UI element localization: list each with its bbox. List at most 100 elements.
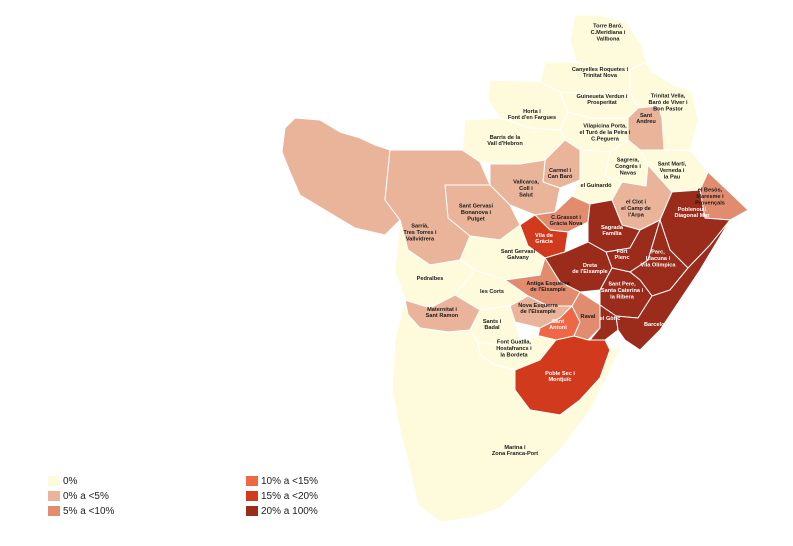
district-label-line: Llacuna i: [646, 256, 671, 262]
district-label-line: Navas: [620, 170, 636, 176]
district-label-sant-gervasi-bonanova: Sant Gervasi Bonanova i Putget: [459, 204, 494, 223]
district-label-line: de l'Eixample: [520, 309, 556, 315]
district-label-line: Nova Esquerra: [518, 303, 558, 309]
district-label-line: Pienc: [615, 255, 630, 261]
district-label-parc-llacuna: Parc, Llacuna i Vila Olímpica: [640, 250, 676, 269]
district-label-maternitat: Maternitat i Sant Ramon: [426, 307, 459, 319]
district-label-line: Sant Martí,: [658, 162, 687, 168]
district-label-line: Tres Torres i: [403, 230, 437, 236]
district-label-pedralbes: Pedralbes: [417, 276, 444, 282]
district-label-fort-pienc: Fort Pienc: [615, 249, 630, 261]
district-label-line: Sant: [640, 113, 652, 119]
district-label-line: C.Meridiana i: [591, 30, 626, 36]
district-label-line: Sant Gervasi: [501, 249, 536, 255]
district-label-line: Vallvidrera: [406, 236, 435, 242]
district-label-line: Pedralbes: [417, 276, 444, 282]
district-label-line: Hostafrancs i: [496, 346, 532, 352]
district-label-line: Gràcia Nova: [550, 221, 584, 227]
district-label-gotic: el Gòtic: [600, 316, 621, 322]
district-label-line: Vila de: [535, 233, 553, 239]
district-label-line: de l'Eixample: [572, 269, 608, 275]
district-label-les-corts: les Corts: [480, 289, 504, 295]
district-region-marina: [391, 299, 623, 523]
district-label-line: Sagrada: [601, 225, 624, 231]
district-label-horta: Horta i Font d'en Fargues: [508, 109, 556, 121]
district-label-line: Andreu: [636, 119, 656, 125]
district-label-sagrera: Sagrera, Congrés i Navas: [615, 158, 641, 177]
district-label-sant-marti: Sant Martí, Verneda i la Pau: [658, 162, 687, 181]
district-label-line: Guineueta Verdun i: [577, 94, 628, 100]
district-label-poble-sec: Poble Sec i Montjuïc: [545, 371, 575, 383]
district-label-besos: el Besòs, Maresme i Provençals: [695, 188, 725, 207]
district-label-line: el Guinardó: [580, 183, 612, 189]
district-label-dreta-eixample: Dreta de l'Eixample: [572, 263, 608, 275]
district-label-vila-gracia: Vila de Gràcia: [535, 233, 554, 245]
district-label-line: Sant Ramon: [426, 313, 459, 319]
district-label-vallcarca: Vallcarca, Coll i Salut: [513, 180, 539, 199]
district-label-vall-hebron: Barris de la Vall d'Hebron: [487, 135, 523, 147]
district-label-line: Maresme i: [696, 194, 724, 200]
district-label-line: el Gòtic: [600, 316, 621, 322]
district-label-line: Poblenou i: [678, 207, 707, 213]
district-label-line: Vilapicina Porta,: [583, 124, 627, 130]
district-label-line: Santa Caterina i: [601, 288, 644, 294]
district-label-line: Baró de Viver i: [648, 100, 688, 106]
legend-label: 0% a <5%: [63, 490, 109, 502]
district-label-line: Raval: [581, 314, 596, 320]
legend-label: 0%: [63, 475, 78, 487]
district-label-canyelles: Canyelles Roquetes i Trinitat Nova: [572, 67, 629, 79]
district-label-line: Barris de la: [490, 135, 521, 141]
district-label-guinardo: el Guinardó: [580, 183, 612, 189]
district-label-line: Antiga Esquerra: [526, 281, 570, 287]
district-label-trinitat-vella: Trinitat Vella, Baró de Viver i Bon Pastor: [648, 94, 688, 113]
legend-label: 10% a <15%: [261, 475, 318, 487]
district-label-line: Font Guatlla,: [497, 340, 532, 346]
district-label-sarria: Sarrià, Tres Torres i Vallvidrera: [403, 224, 437, 243]
district-label-c-grassot: C.Grassot i Gràcia Nova: [550, 215, 584, 227]
district-label-line: el Besòs,: [698, 188, 723, 194]
district-label-line: Prosperitat: [587, 100, 617, 106]
district-label-line: Carmel i: [549, 168, 572, 174]
district-label-line: Congrés i: [615, 164, 641, 170]
district-label-line: Maternitat i: [427, 307, 457, 313]
district-label-line: Sant Gervasi: [459, 204, 494, 210]
district-label-line: Font d'en Fargues: [508, 115, 556, 121]
district-label-barceloneta: Barceloneta: [644, 322, 677, 328]
district-label-line: Sagrera,: [617, 158, 640, 164]
district-label-line: Gràcia: [535, 239, 553, 245]
district-label-line: Trinitat Vella,: [651, 94, 686, 100]
legend-swatch: [48, 506, 60, 516]
district-label-clot: el Clot i el Camp de l'Arpa: [621, 200, 651, 219]
district-region-raval: [571, 291, 601, 341]
district-label-line: la Ribera: [610, 294, 635, 300]
district-label-line: Putget: [467, 216, 485, 222]
legend-swatch: [48, 491, 60, 501]
district-label-line: de l'Eixample: [530, 287, 566, 293]
legend-label: 5% a <10%: [63, 505, 115, 517]
district-label-line: Antoni: [549, 325, 567, 331]
district-label-sant-gervasi-galvany: Sant Gervasi Galvany: [501, 249, 536, 261]
district-label-line: Sarrià,: [411, 224, 429, 230]
district-label-line: Salut: [519, 192, 533, 198]
district-label-line: C.Grassot i: [551, 215, 581, 221]
district-label-sant-andreu: Sant Andreu: [636, 113, 656, 125]
legend-item: 0% a <5%: [48, 489, 114, 503]
district-label-line: Sant: [552, 319, 564, 325]
legend-swatch: [48, 476, 60, 486]
district-label-line: Verneda i: [660, 168, 685, 174]
district-label-vilapicina: Vilapicina Porta, el Turó de la Peira i C.…: [580, 124, 631, 143]
district-label-sants-badal: Sants i Badal: [483, 319, 502, 331]
legend-label: 15% a <20%: [261, 490, 318, 502]
district-label-line: Provençals: [695, 200, 725, 206]
district-label-line: Bonanova i: [461, 210, 492, 216]
district-label-line: Poble Sec i: [545, 371, 575, 377]
legend-item: 0%: [48, 474, 114, 488]
district-label-line: la Bordeta: [500, 352, 528, 358]
district-label-line: el Camp de: [621, 206, 651, 212]
district-label-line: Zona Franca-Port: [492, 451, 538, 457]
district-label-line: Horta i: [523, 109, 541, 115]
district-label-line: l'Arpa: [628, 212, 645, 218]
legend-item: 10% a <15%: [246, 474, 318, 488]
district-label-line: Torre Baró,: [593, 24, 623, 30]
district-label-line: el Turó de la Peira i: [580, 130, 631, 136]
